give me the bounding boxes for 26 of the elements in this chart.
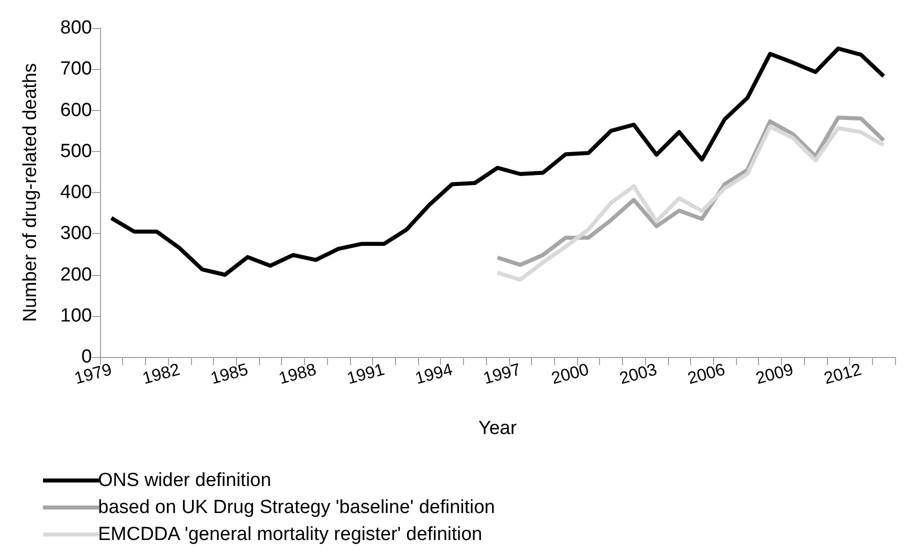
x-tick-label: 2009 bbox=[754, 360, 796, 388]
y-tick-label: 400 bbox=[60, 182, 92, 203]
y-tick-label: 100 bbox=[60, 305, 92, 326]
x-tick-label: 1994 bbox=[413, 360, 455, 388]
y-tick-label: 200 bbox=[60, 264, 92, 286]
x-tick-label: 2003 bbox=[618, 360, 659, 388]
y-tick-label: 800 bbox=[60, 18, 92, 38]
y-axis-title: Number of drug-related deaths bbox=[20, 63, 41, 322]
y-tick-label: 500 bbox=[60, 140, 92, 162]
legend-label: EMCDDA 'general mortality register' definition bbox=[98, 524, 482, 545]
x-tick-label: 1997 bbox=[481, 360, 523, 388]
y-tick-label: 700 bbox=[60, 58, 92, 80]
line-series bbox=[109, 46, 886, 277]
x-tick-label: 2000 bbox=[549, 360, 591, 388]
x-tick-label: 1991 bbox=[344, 360, 386, 388]
y-tick-label: 0 bbox=[81, 346, 92, 368]
x-tick-label: 2006 bbox=[686, 360, 728, 388]
x-tick-label: 1985 bbox=[208, 360, 250, 388]
y-tick-label: 300 bbox=[60, 223, 92, 244]
legend-label: based on UK Drug Strategy 'baseline' definition bbox=[98, 497, 495, 518]
x-tick-label: 1988 bbox=[276, 360, 318, 388]
x-tick-label: 1982 bbox=[140, 360, 182, 388]
legend-label: ONS wider definition bbox=[98, 470, 272, 491]
x-axis-title: Year bbox=[478, 418, 518, 439]
y-tick-label: 600 bbox=[60, 100, 92, 121]
x-tick-label: 2012 bbox=[822, 360, 864, 388]
